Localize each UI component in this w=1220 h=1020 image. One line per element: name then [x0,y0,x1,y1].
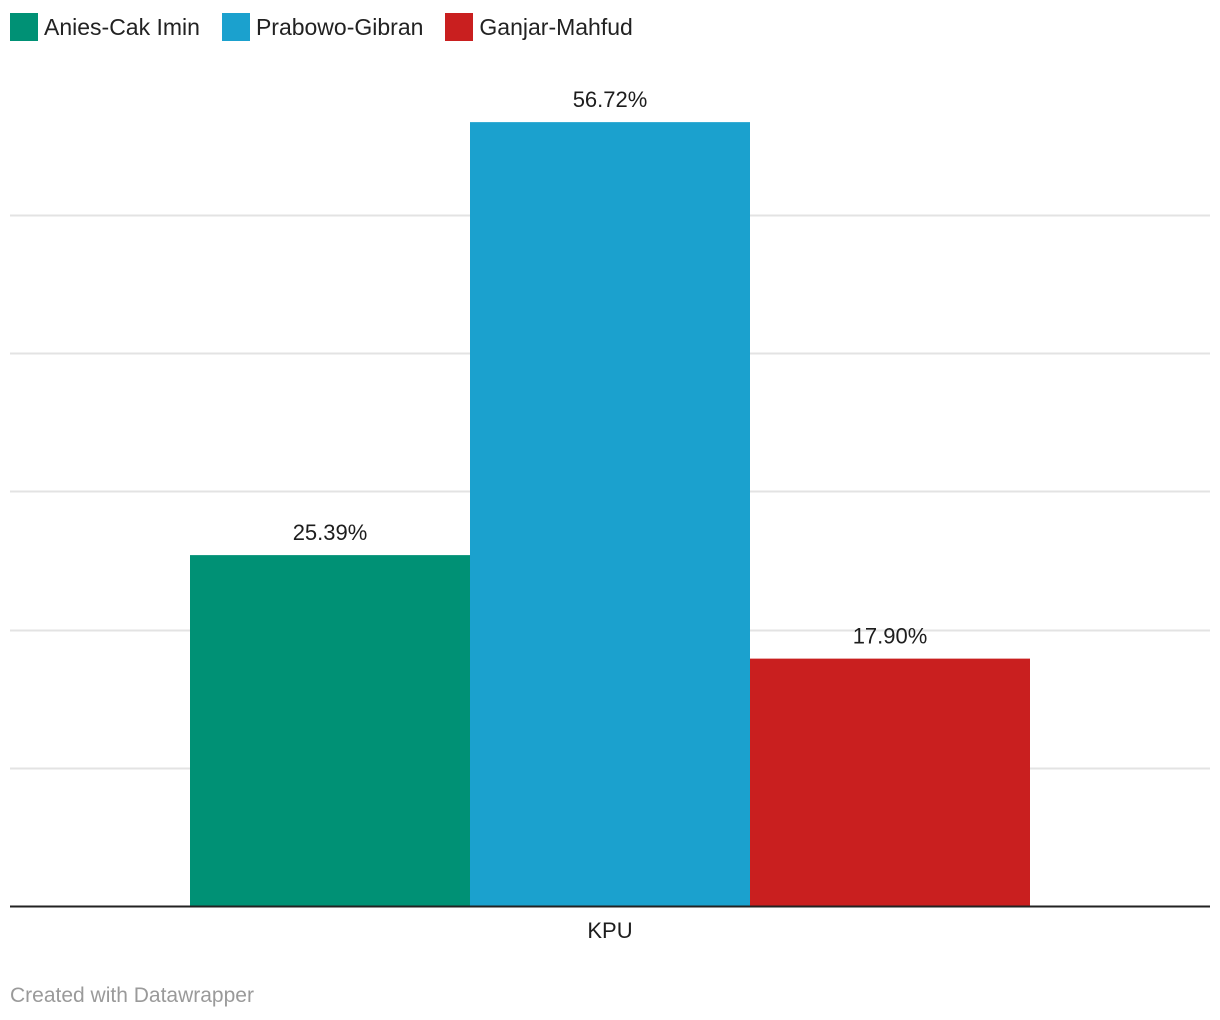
bar-prabowo-gibran [470,122,750,907]
bar-ganjar-mahfud [750,658,1030,906]
chart-legend: Anies-Cak Imin Prabowo-Gibran Ganjar-Mahfu… [10,12,655,42]
bar-value-label: 25.39% [293,520,368,545]
legend-item: Ganjar-Mahfud [445,13,633,41]
legend-label: Ganjar-Mahfud [479,13,633,40]
legend-label: Prabowo-Gibran [255,13,424,40]
legend-swatch [221,13,250,41]
legend-item: Prabowo-Gibran [221,13,424,41]
legend-swatch [10,13,38,41]
bar-value-label: 56.72% [573,87,648,112]
bar-anies-cak-imin [190,555,470,906]
bar-chart: 25.39% 56.72% 17.90% KPU [10,87,1210,943]
legend-item: Anies-Cak Imin [10,13,200,41]
footer-credit: Created with Datawrapper [10,984,254,1007]
legend-swatch [445,13,474,41]
x-tick-label: KPU [587,918,632,943]
bar-value-label: 17.90% [853,624,928,649]
legend-label: Anies-Cak Imin [44,13,200,40]
